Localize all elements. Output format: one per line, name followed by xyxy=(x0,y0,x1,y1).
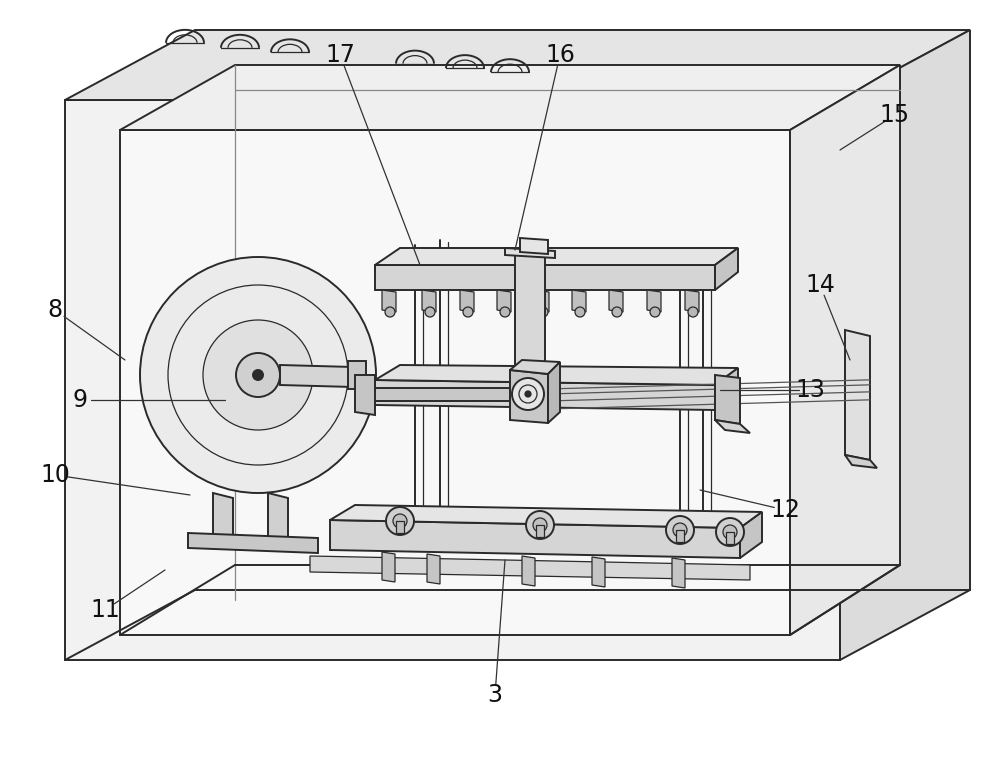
Polygon shape xyxy=(845,330,870,460)
Polygon shape xyxy=(535,290,549,312)
Polygon shape xyxy=(592,557,605,587)
Circle shape xyxy=(666,516,694,544)
Polygon shape xyxy=(382,552,395,582)
Circle shape xyxy=(253,370,263,380)
Polygon shape xyxy=(520,238,548,254)
Polygon shape xyxy=(548,362,560,423)
Text: 11: 11 xyxy=(90,598,120,622)
Polygon shape xyxy=(65,30,970,100)
Polygon shape xyxy=(188,533,318,553)
Polygon shape xyxy=(65,100,840,660)
Circle shape xyxy=(723,525,737,539)
Polygon shape xyxy=(647,290,661,312)
Polygon shape xyxy=(845,455,877,468)
Text: 16: 16 xyxy=(545,43,575,67)
Bar xyxy=(726,532,734,544)
Text: 15: 15 xyxy=(880,103,910,127)
Text: 12: 12 xyxy=(770,498,800,522)
Circle shape xyxy=(393,514,407,528)
Polygon shape xyxy=(422,290,436,312)
Polygon shape xyxy=(715,375,740,424)
Bar xyxy=(676,530,684,542)
Text: 17: 17 xyxy=(325,43,355,67)
Circle shape xyxy=(533,518,547,532)
Circle shape xyxy=(650,307,660,317)
Circle shape xyxy=(512,378,544,410)
Text: 14: 14 xyxy=(805,273,835,297)
Circle shape xyxy=(716,518,744,546)
Polygon shape xyxy=(715,248,738,290)
Polygon shape xyxy=(672,558,685,588)
Polygon shape xyxy=(685,290,699,312)
Polygon shape xyxy=(522,556,535,586)
Circle shape xyxy=(526,511,554,539)
Circle shape xyxy=(500,307,510,317)
Polygon shape xyxy=(268,493,288,543)
Polygon shape xyxy=(355,375,375,415)
Circle shape xyxy=(236,353,280,397)
Polygon shape xyxy=(715,368,738,410)
Circle shape xyxy=(538,307,548,317)
Polygon shape xyxy=(427,554,440,584)
Bar xyxy=(348,361,366,389)
Polygon shape xyxy=(740,512,762,558)
Circle shape xyxy=(525,391,531,397)
Polygon shape xyxy=(375,265,715,290)
Circle shape xyxy=(575,307,585,317)
Bar xyxy=(536,525,544,537)
Polygon shape xyxy=(120,130,790,635)
Text: 9: 9 xyxy=(72,388,88,412)
Polygon shape xyxy=(510,360,560,374)
Text: 8: 8 xyxy=(47,298,63,322)
Polygon shape xyxy=(460,290,474,312)
Polygon shape xyxy=(572,290,586,312)
Polygon shape xyxy=(330,505,762,528)
Circle shape xyxy=(612,307,622,317)
Text: 3: 3 xyxy=(488,683,503,707)
Circle shape xyxy=(463,307,473,317)
Text: 13: 13 xyxy=(795,378,825,402)
Polygon shape xyxy=(375,380,715,410)
Polygon shape xyxy=(310,556,750,580)
Polygon shape xyxy=(375,365,738,385)
Bar xyxy=(396,521,404,533)
Polygon shape xyxy=(382,290,396,312)
Polygon shape xyxy=(790,65,900,635)
Polygon shape xyxy=(505,248,555,258)
Text: 10: 10 xyxy=(40,463,70,487)
Polygon shape xyxy=(515,250,545,398)
Circle shape xyxy=(203,320,313,430)
Circle shape xyxy=(688,307,698,317)
Circle shape xyxy=(140,257,376,493)
Polygon shape xyxy=(375,248,738,265)
Circle shape xyxy=(386,507,414,535)
Polygon shape xyxy=(120,65,900,130)
Circle shape xyxy=(385,307,395,317)
Polygon shape xyxy=(280,365,353,387)
Circle shape xyxy=(673,523,687,537)
Polygon shape xyxy=(213,493,233,543)
Polygon shape xyxy=(366,388,510,401)
Polygon shape xyxy=(497,290,511,312)
Polygon shape xyxy=(715,420,750,433)
Polygon shape xyxy=(840,30,970,660)
Polygon shape xyxy=(330,520,740,558)
Circle shape xyxy=(425,307,435,317)
Polygon shape xyxy=(510,370,548,423)
Polygon shape xyxy=(609,290,623,312)
